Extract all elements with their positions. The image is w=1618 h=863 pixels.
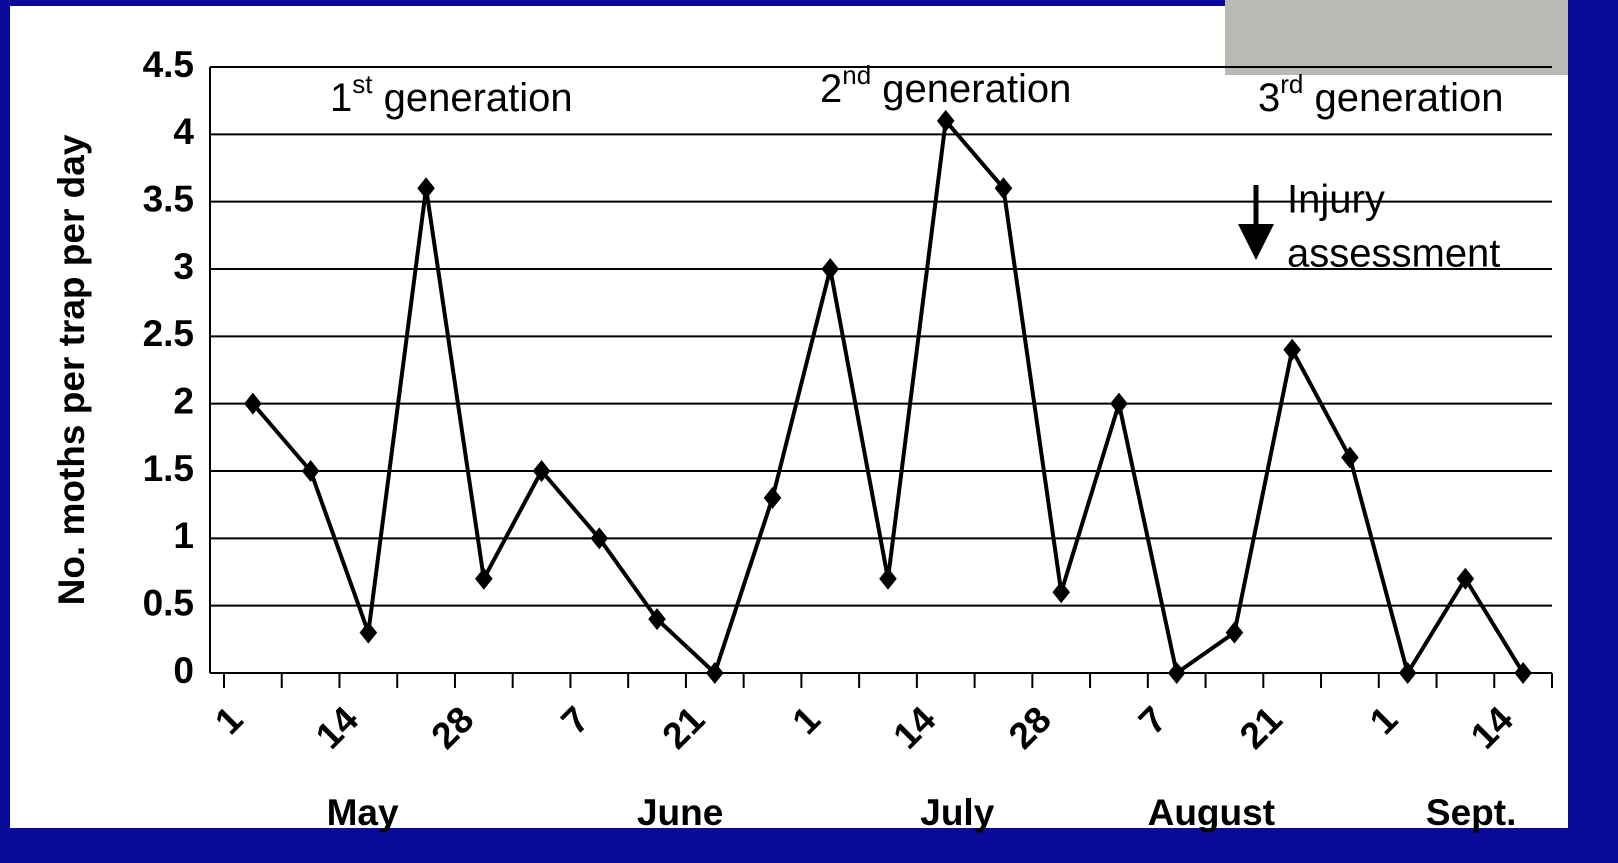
annotation-sup: rd [1280, 69, 1303, 99]
y-tick-label: 0 [173, 650, 194, 691]
y-tick-label: 3.5 [143, 178, 194, 219]
injury-note: Injury [1287, 178, 1385, 222]
x-group-label: Sept. [1426, 792, 1516, 833]
annotation-text: 1 [330, 76, 352, 120]
annotation-text: 2 [820, 67, 842, 111]
y-tick-label: 1 [173, 515, 194, 556]
page: {"chart_data": {"type": "line", "y_label… [0, 0, 1618, 863]
y-tick-label: 1.5 [143, 448, 194, 489]
y-axis-title: No. moths per trap per day [51, 134, 92, 605]
y-tick-label: 3 [173, 246, 194, 287]
slide-panel [10, 6, 1568, 828]
x-group-label: July [920, 792, 994, 833]
annotation-sup: st [352, 69, 373, 99]
y-tick-label: 2.5 [143, 313, 194, 354]
chart: No. moths per trap per day 1st generatio… [0, 0, 1618, 863]
annotation-text: generation [871, 67, 1071, 111]
photo [1225, 0, 1568, 75]
y-tick-label: 2 [173, 380, 194, 421]
y-tick-label: 4 [173, 111, 194, 152]
annotation-text: 3 [1258, 76, 1280, 120]
x-group-label: May [327, 792, 399, 833]
y-tick-label: 0.5 [143, 582, 194, 623]
annotation-text: generation [372, 76, 572, 120]
annotation-sup: nd [842, 60, 871, 90]
y-tick-label: 4.5 [143, 44, 194, 85]
x-group-label: August [1148, 792, 1275, 833]
annotation-text: generation [1303, 76, 1503, 120]
x-group-label: June [637, 792, 723, 833]
